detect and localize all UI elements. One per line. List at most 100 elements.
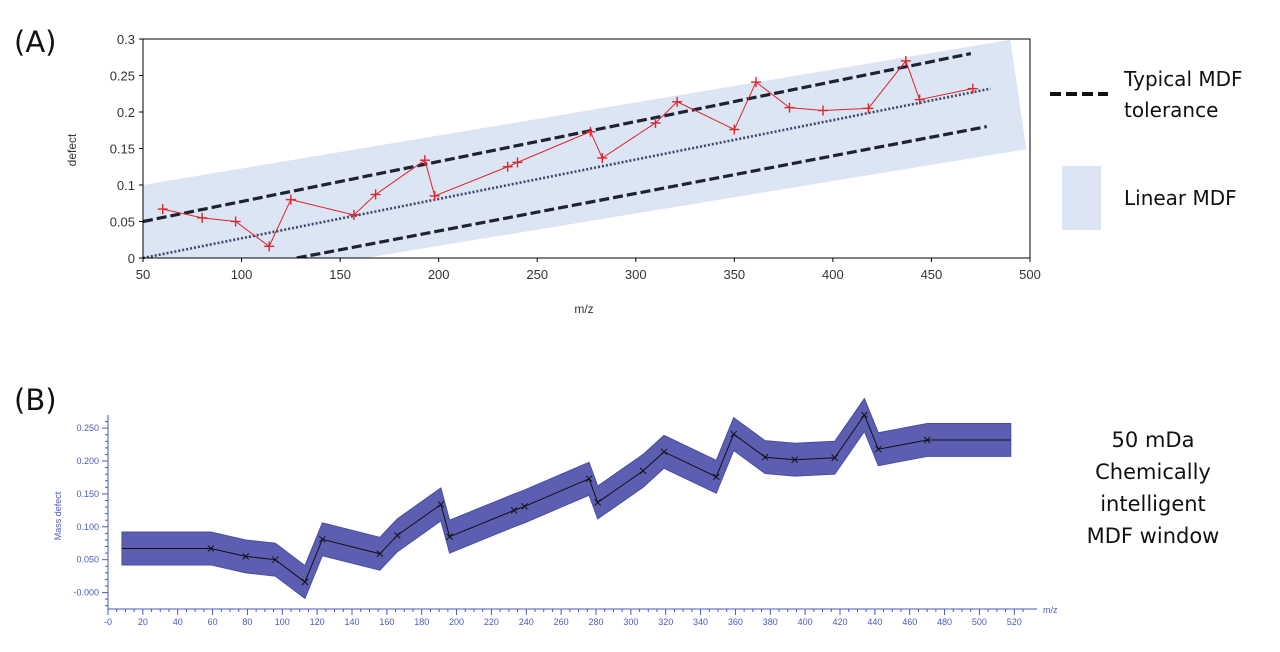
- data-point: [370, 189, 381, 200]
- x-tick-label: 460: [902, 617, 917, 627]
- point-cross-b: [639, 467, 647, 475]
- data-point: [502, 161, 513, 172]
- x-tick-label: 50: [136, 267, 150, 282]
- x-tick-label: 400: [822, 267, 844, 282]
- x-tick-label: 520: [1007, 617, 1022, 627]
- mass-defect-point: [510, 507, 518, 514]
- annotation-line-3: intelligent: [1100, 492, 1206, 516]
- linear-mdf-band: [143, 39, 1027, 258]
- data-point: [597, 152, 608, 163]
- x-tick-label: 20: [138, 617, 148, 627]
- x-tick-label: 260: [554, 617, 569, 627]
- data-point: [585, 126, 596, 137]
- data-point: [230, 216, 241, 227]
- mass-defect-point: [712, 473, 720, 481]
- point-cross-b: [861, 411, 868, 419]
- x-tick-label: 40: [173, 617, 183, 627]
- legend-linear-mdf-swatch: [1062, 166, 1101, 230]
- y-tick-label: 0.25: [110, 69, 135, 84]
- mass-defect-point: [639, 467, 647, 475]
- data-point: [784, 102, 795, 113]
- data-point: [751, 77, 762, 88]
- mass-defect-point: [923, 436, 931, 444]
- x-tick-label: 100: [275, 617, 290, 627]
- legend-typical-mdf-label-line2: tolerance: [1124, 98, 1218, 122]
- mass-defect-point: [242, 553, 250, 560]
- x-tick-label: 240: [519, 617, 534, 627]
- x-tick-label: -0: [104, 617, 112, 627]
- y-tick-label: 0.2: [117, 105, 135, 120]
- annotation-line-2: Chemically: [1095, 460, 1211, 484]
- data-point: [419, 155, 430, 166]
- point-cross-b: [594, 499, 602, 506]
- x-tick-label: 360: [728, 617, 743, 627]
- legend-linear-mdf-label: Linear MDF: [1124, 186, 1237, 210]
- y-tick-label: 0.1: [117, 178, 135, 193]
- x-tick-label: 150: [329, 267, 351, 282]
- panel-a-label: (A): [14, 25, 56, 59]
- x-tick-label: 100: [231, 267, 253, 282]
- x-tick-label: 500: [1019, 267, 1041, 282]
- data-point: [672, 96, 683, 107]
- mass-defect-point: [791, 456, 799, 464]
- point-cross-b: [393, 531, 401, 539]
- mass-defect-point: [446, 533, 453, 541]
- point-cross-b: [874, 445, 882, 453]
- x-tick-label: 480: [937, 617, 952, 627]
- point-cross-b: [376, 550, 384, 558]
- y-tick-label: -0.000: [73, 588, 99, 598]
- panel-b-plot: -0 20 40 60 80 100 120 140 160 180 200 220 240 260 280…: [73, 397, 1037, 627]
- mass-defect-point: [594, 499, 602, 506]
- y-tick-label: 0.150: [76, 489, 99, 499]
- x-tick-label: 300: [625, 267, 647, 282]
- mass-defect-point: [437, 501, 445, 508]
- mass-defect-point: [730, 430, 738, 438]
- typical-mdf-upper-line: [143, 52, 972, 224]
- x-tick-label: 320: [658, 617, 673, 627]
- point-cross-b: [585, 475, 593, 483]
- mass-defect-point: [861, 411, 868, 419]
- mass-defect-point: [521, 503, 528, 510]
- data-point: [264, 241, 275, 252]
- mass-defect-point: [874, 445, 882, 453]
- data-point: [285, 194, 296, 205]
- x-tick-label: 180: [414, 617, 429, 627]
- point-cross-b: [730, 430, 738, 438]
- panel-b: (B) Mass defect m/z -0 20 40 60 80 100 120 140 1…: [14, 383, 1219, 627]
- typical-mdf-lower-line: [296, 125, 987, 258]
- mdf-window-band: [121, 397, 1012, 600]
- point-cross-b: [712, 473, 720, 481]
- data-point: [914, 94, 925, 105]
- y-tick-label: 0.250: [76, 423, 99, 433]
- panel-b-annotation: 50 mDa Chemically intelligent MDF window: [1087, 428, 1220, 548]
- point-cross-b: [761, 453, 769, 461]
- data-point: [967, 83, 978, 94]
- mass-defect-point: [319, 535, 326, 543]
- point-cross-b: [301, 578, 309, 586]
- x-tick-label: 500: [972, 617, 987, 627]
- point-cross-b: [510, 507, 518, 514]
- y-tick-label: 0.3: [117, 32, 135, 47]
- x-tick-label: 450: [921, 267, 943, 282]
- point-cross-b: [242, 553, 250, 560]
- point-cross-b: [923, 436, 931, 444]
- x-tick-label: 160: [379, 617, 394, 627]
- x-tick-label: 280: [588, 617, 603, 627]
- point-cross-b: [446, 533, 453, 541]
- y-tick-label: 0.05: [110, 215, 135, 230]
- x-tick-label: 400: [798, 617, 813, 627]
- x-tick-label: 200: [449, 617, 464, 627]
- y-tick-label: 0.050: [76, 555, 99, 565]
- data-point: [429, 190, 440, 201]
- annotation-line-4: MDF window: [1087, 524, 1220, 548]
- data-point: [197, 212, 208, 223]
- mass-defect-point: [393, 531, 401, 539]
- point-cross-b: [791, 456, 799, 464]
- x-tick-label: 250: [526, 267, 548, 282]
- x-tick-label: 350: [723, 267, 745, 282]
- panel-a: (A) defect m/z 50 100 150 200 250 300 350 400 45…: [14, 25, 1243, 316]
- mass-defect-point: [301, 578, 309, 586]
- annotation-line-1: 50 mDa: [1112, 428, 1195, 452]
- y-tick-label: 0.200: [76, 456, 99, 466]
